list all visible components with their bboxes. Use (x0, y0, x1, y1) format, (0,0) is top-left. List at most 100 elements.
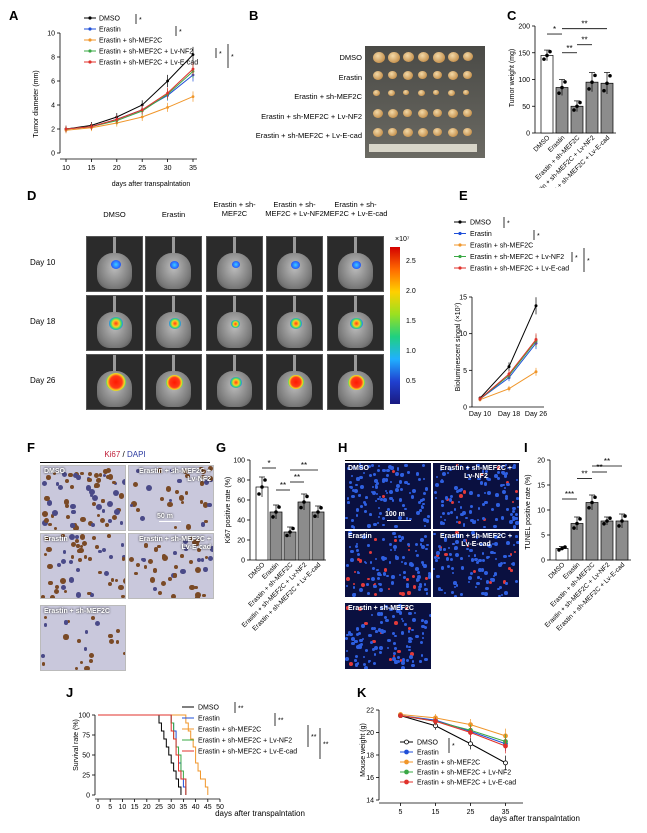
panel-e-x-tick-label: Day 18 (498, 411, 520, 418)
panel-a-y-tick-label: 6 (51, 79, 55, 86)
panel-i-dot (590, 501, 594, 505)
panel-j-y-tick-label: 50 (82, 753, 90, 760)
tumor (388, 128, 397, 136)
panel-d-row-label: Day 10 (30, 258, 55, 267)
panel-g-dot (305, 495, 309, 499)
panel-a-sig: * (231, 54, 234, 61)
panel-k-y-tick-label: 14 (366, 798, 374, 805)
panel-g-dot (302, 500, 306, 504)
panel-a-point (141, 116, 144, 119)
panel-k-point (399, 714, 403, 718)
panel-a-y-tick-label: 2 (51, 127, 55, 134)
panel-h-fluorescence: DMSO 100 m Erastin + sh-MEF2C + Lv-NF2 Eras… (345, 463, 521, 680)
panel-g-sig: ** (280, 481, 286, 490)
panel-j-legend-entry: Erastin + sh-MEF2C (198, 727, 261, 734)
panel-k-xlabel: days after transpalntation (490, 814, 580, 823)
ihc-label: Erastin + sh-MEF2C + Lv-NF2 (131, 468, 211, 484)
panel-e-legend-entry: DMSO (470, 220, 492, 227)
panel-a-x-tick-label: 25 (138, 165, 146, 172)
tumor (448, 71, 458, 80)
panel-g-dot (263, 478, 267, 482)
ruler (369, 144, 477, 152)
panel-f-title-sep: / (120, 450, 127, 459)
tumor (403, 128, 413, 137)
panel-e-point (535, 338, 538, 341)
tumor (373, 90, 380, 96)
panel-j-legend-entry: DMSO (198, 705, 220, 712)
bioluminescence-image (86, 236, 143, 292)
panel-d-row-label: Day 26 (30, 376, 55, 385)
panel-c-chart: 050100150200DMSOErastinErastin + sh-MEF2… (505, 8, 647, 188)
panel-c-dot (563, 80, 567, 84)
panel-c-dot (575, 104, 579, 108)
panel-a-legend-marker (88, 38, 91, 41)
panel-k-legend-entry: Erastin + sh-MEF2C + Lv-NF2 (417, 770, 511, 777)
panel-k-legend-entry: Erastin (417, 750, 439, 757)
bioluminescence-image (266, 354, 323, 410)
panel-e-x-tick-label: Day 10 (469, 411, 491, 418)
color-scale-unit: ×10⁷ (395, 236, 409, 243)
panel-i-dot (608, 516, 612, 520)
panel-i-dot (578, 517, 582, 521)
panel-c-dot (542, 57, 546, 61)
panel-j-x-tick-label: 25 (155, 804, 163, 811)
panel-e-sig: * (587, 258, 590, 265)
panel-j-x-tick-label: 15 (131, 804, 139, 811)
panel-k-legend-entry: DMSO (417, 740, 439, 747)
panel-a-point (115, 118, 118, 121)
panel-j-sig: ** (311, 734, 317, 741)
panel-e-sig: * (507, 221, 510, 228)
panel-c-sig: * (553, 25, 556, 34)
panel-j-x-tick-label: 30 (167, 804, 175, 811)
panel-g-chart: 020406080100DMSOErastinErastin + sh-MEF2… (218, 450, 338, 650)
panel-g-bar (270, 512, 282, 560)
panel-label-f: F (27, 440, 35, 455)
panel-g-dot (291, 527, 295, 531)
panel-j-sig: ** (323, 742, 329, 749)
ihc-image: Erastin + sh-MEF2C + Lv-NF2 50 m (128, 465, 214, 531)
tumor (373, 71, 383, 80)
panel-c-dot (605, 81, 609, 85)
panel-a-legend-marker (88, 27, 91, 30)
panel-g-dot (277, 505, 281, 509)
panel-g-dot (299, 506, 303, 510)
luminescence-signal (111, 260, 121, 269)
panel-e-point (535, 304, 538, 307)
panel-g-dot (274, 510, 278, 514)
panel-i-dot (572, 526, 576, 530)
ihc-label: Erastin + sh-MEF2C (44, 608, 110, 616)
panel-g-y-tick-label: 60 (237, 498, 245, 505)
tunel-scale-bar (387, 520, 411, 521)
bioluminescence-image (145, 236, 202, 292)
panel-f-ihc: DMSO Erastin + sh-MEF2C + Lv-NF2 50 m Erast… (40, 465, 212, 678)
panel-d-column-label: DMSO (82, 210, 147, 219)
panel-a-xlabel: days after transpalntation (112, 181, 191, 188)
panel-i-sig: *** (565, 490, 574, 499)
tunel-label: Erastin + sh-MEF2C (348, 605, 414, 613)
panel-g-dot (313, 514, 317, 518)
panel-b-label-ecad: Erastin + sh-MEF2C + Lv-E-cad (238, 126, 362, 146)
tumor (418, 128, 428, 137)
panel-a-point (90, 125, 93, 128)
panel-label-a: A (9, 8, 18, 23)
tumor (403, 71, 413, 80)
tunel-label: Erastin + sh-MEF2C + Lv-NF2 (437, 465, 515, 481)
panel-k-legend-marker (405, 770, 409, 774)
panel-c-sig: ** (581, 20, 587, 29)
luminescence-signal (169, 318, 181, 329)
tumor (463, 71, 472, 79)
color-scale-tick: 0.5 (406, 378, 416, 385)
panel-d-column-label: Erastin + sh-MEF2C (202, 200, 267, 218)
ihc-label: DMSO (44, 468, 65, 476)
panel-k-point (469, 742, 473, 746)
luminescence-signal (350, 318, 363, 330)
panel-g-dot (285, 534, 289, 538)
panel-c-dot (587, 87, 591, 91)
panel-a-x-tick-label: 20 (113, 165, 121, 172)
panel-e-legend-marker (458, 266, 461, 269)
panel-f-title: Ki67 / DAPI (40, 450, 210, 459)
panel-g-dot (288, 530, 292, 534)
tunel-image: Erastin + sh-MEF2C (345, 603, 431, 669)
luminescence-signal (106, 373, 126, 391)
panel-a-y-tick-label: 8 (51, 55, 55, 62)
